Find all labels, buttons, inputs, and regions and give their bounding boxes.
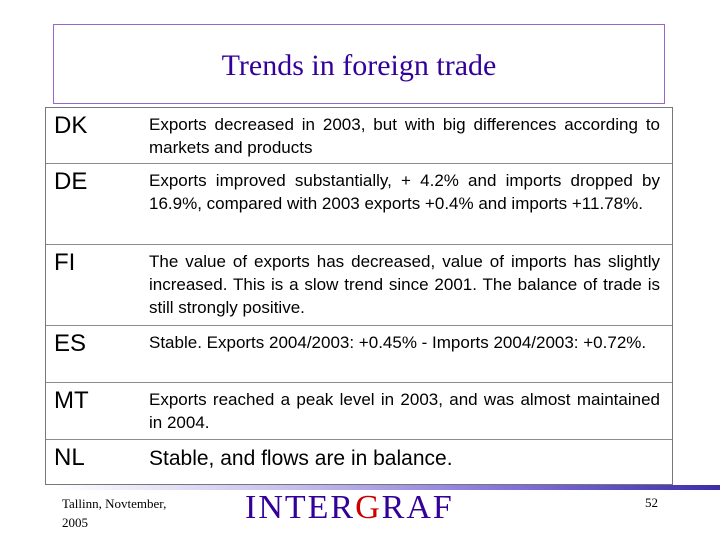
country-code: DE — [54, 168, 88, 195]
table-row: DK Exports decreased in 2003, but with b… — [46, 108, 672, 164]
trend-description: Exports decreased in 2003, but with big … — [149, 115, 660, 157]
trend-description: Exports reached a peak level in 2003, an… — [149, 390, 660, 432]
country-code: MT — [54, 387, 89, 414]
footer-gradient-line — [53, 485, 720, 490]
slide-title: Trends in foreign trade — [221, 49, 497, 82]
table-row: NL Stable, and flows are in balance. — [46, 440, 672, 484]
logo-part-raf: RAF — [381, 489, 454, 526]
trend-description: Stable. Exports 2004/2003: +0.45% - Impo… — [149, 333, 647, 352]
table-row: DE Exports improved substantially, + 4.2… — [46, 164, 672, 245]
footer-location-line1: Tallinn, Novtember, — [62, 496, 167, 511]
footer-location-line2: 2005 — [62, 515, 88, 530]
table-row: MT Exports reached a peak level in 2003,… — [46, 383, 672, 440]
logo-part-inter: INTER — [245, 489, 356, 526]
country-code: DK — [54, 112, 88, 139]
trend-description: Exports improved substantially, + 4.2% a… — [149, 171, 660, 213]
trend-description: Stable, and flows are in balance. — [149, 447, 453, 470]
table-row: FI The value of exports has decreased, v… — [46, 245, 672, 326]
logo-part-g: G — [355, 489, 382, 526]
country-code: NL — [54, 444, 85, 471]
footer-location: Tallinn, Novtember, 2005 — [62, 494, 192, 532]
country-code: FI — [54, 249, 76, 276]
trade-table: DK Exports decreased in 2003, but with b… — [45, 107, 673, 485]
title-box: Trends in foreign trade — [53, 24, 665, 104]
page-number: 52 — [645, 495, 658, 510]
country-code: ES — [54, 330, 87, 357]
trend-description: The value of exports has decreased, valu… — [149, 252, 660, 317]
table-row: ES Stable. Exports 2004/2003: +0.45% - I… — [46, 326, 672, 383]
intergraf-logo: INTERGRAF — [245, 489, 454, 527]
